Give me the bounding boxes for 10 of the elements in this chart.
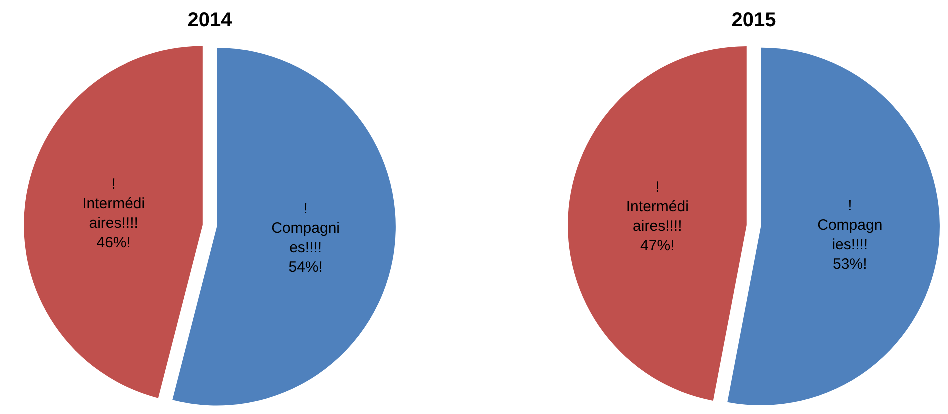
chart-title: 2014 xyxy=(188,9,234,32)
data-label: 53%! xyxy=(833,256,868,273)
chart-title: 2015 xyxy=(732,9,776,32)
slice-label: ! Intermédi aires!!!! xyxy=(626,179,689,236)
data-label: 46%! xyxy=(96,234,131,252)
data-label: 47%! xyxy=(640,238,675,255)
slice-label: ! Compagni es!!!! xyxy=(272,200,340,256)
slice-label: ! Intermédi aires!!!! xyxy=(82,176,146,232)
data-label: 54%! xyxy=(288,258,323,276)
slice-label: ! Compagn ies!!!! xyxy=(818,197,883,254)
